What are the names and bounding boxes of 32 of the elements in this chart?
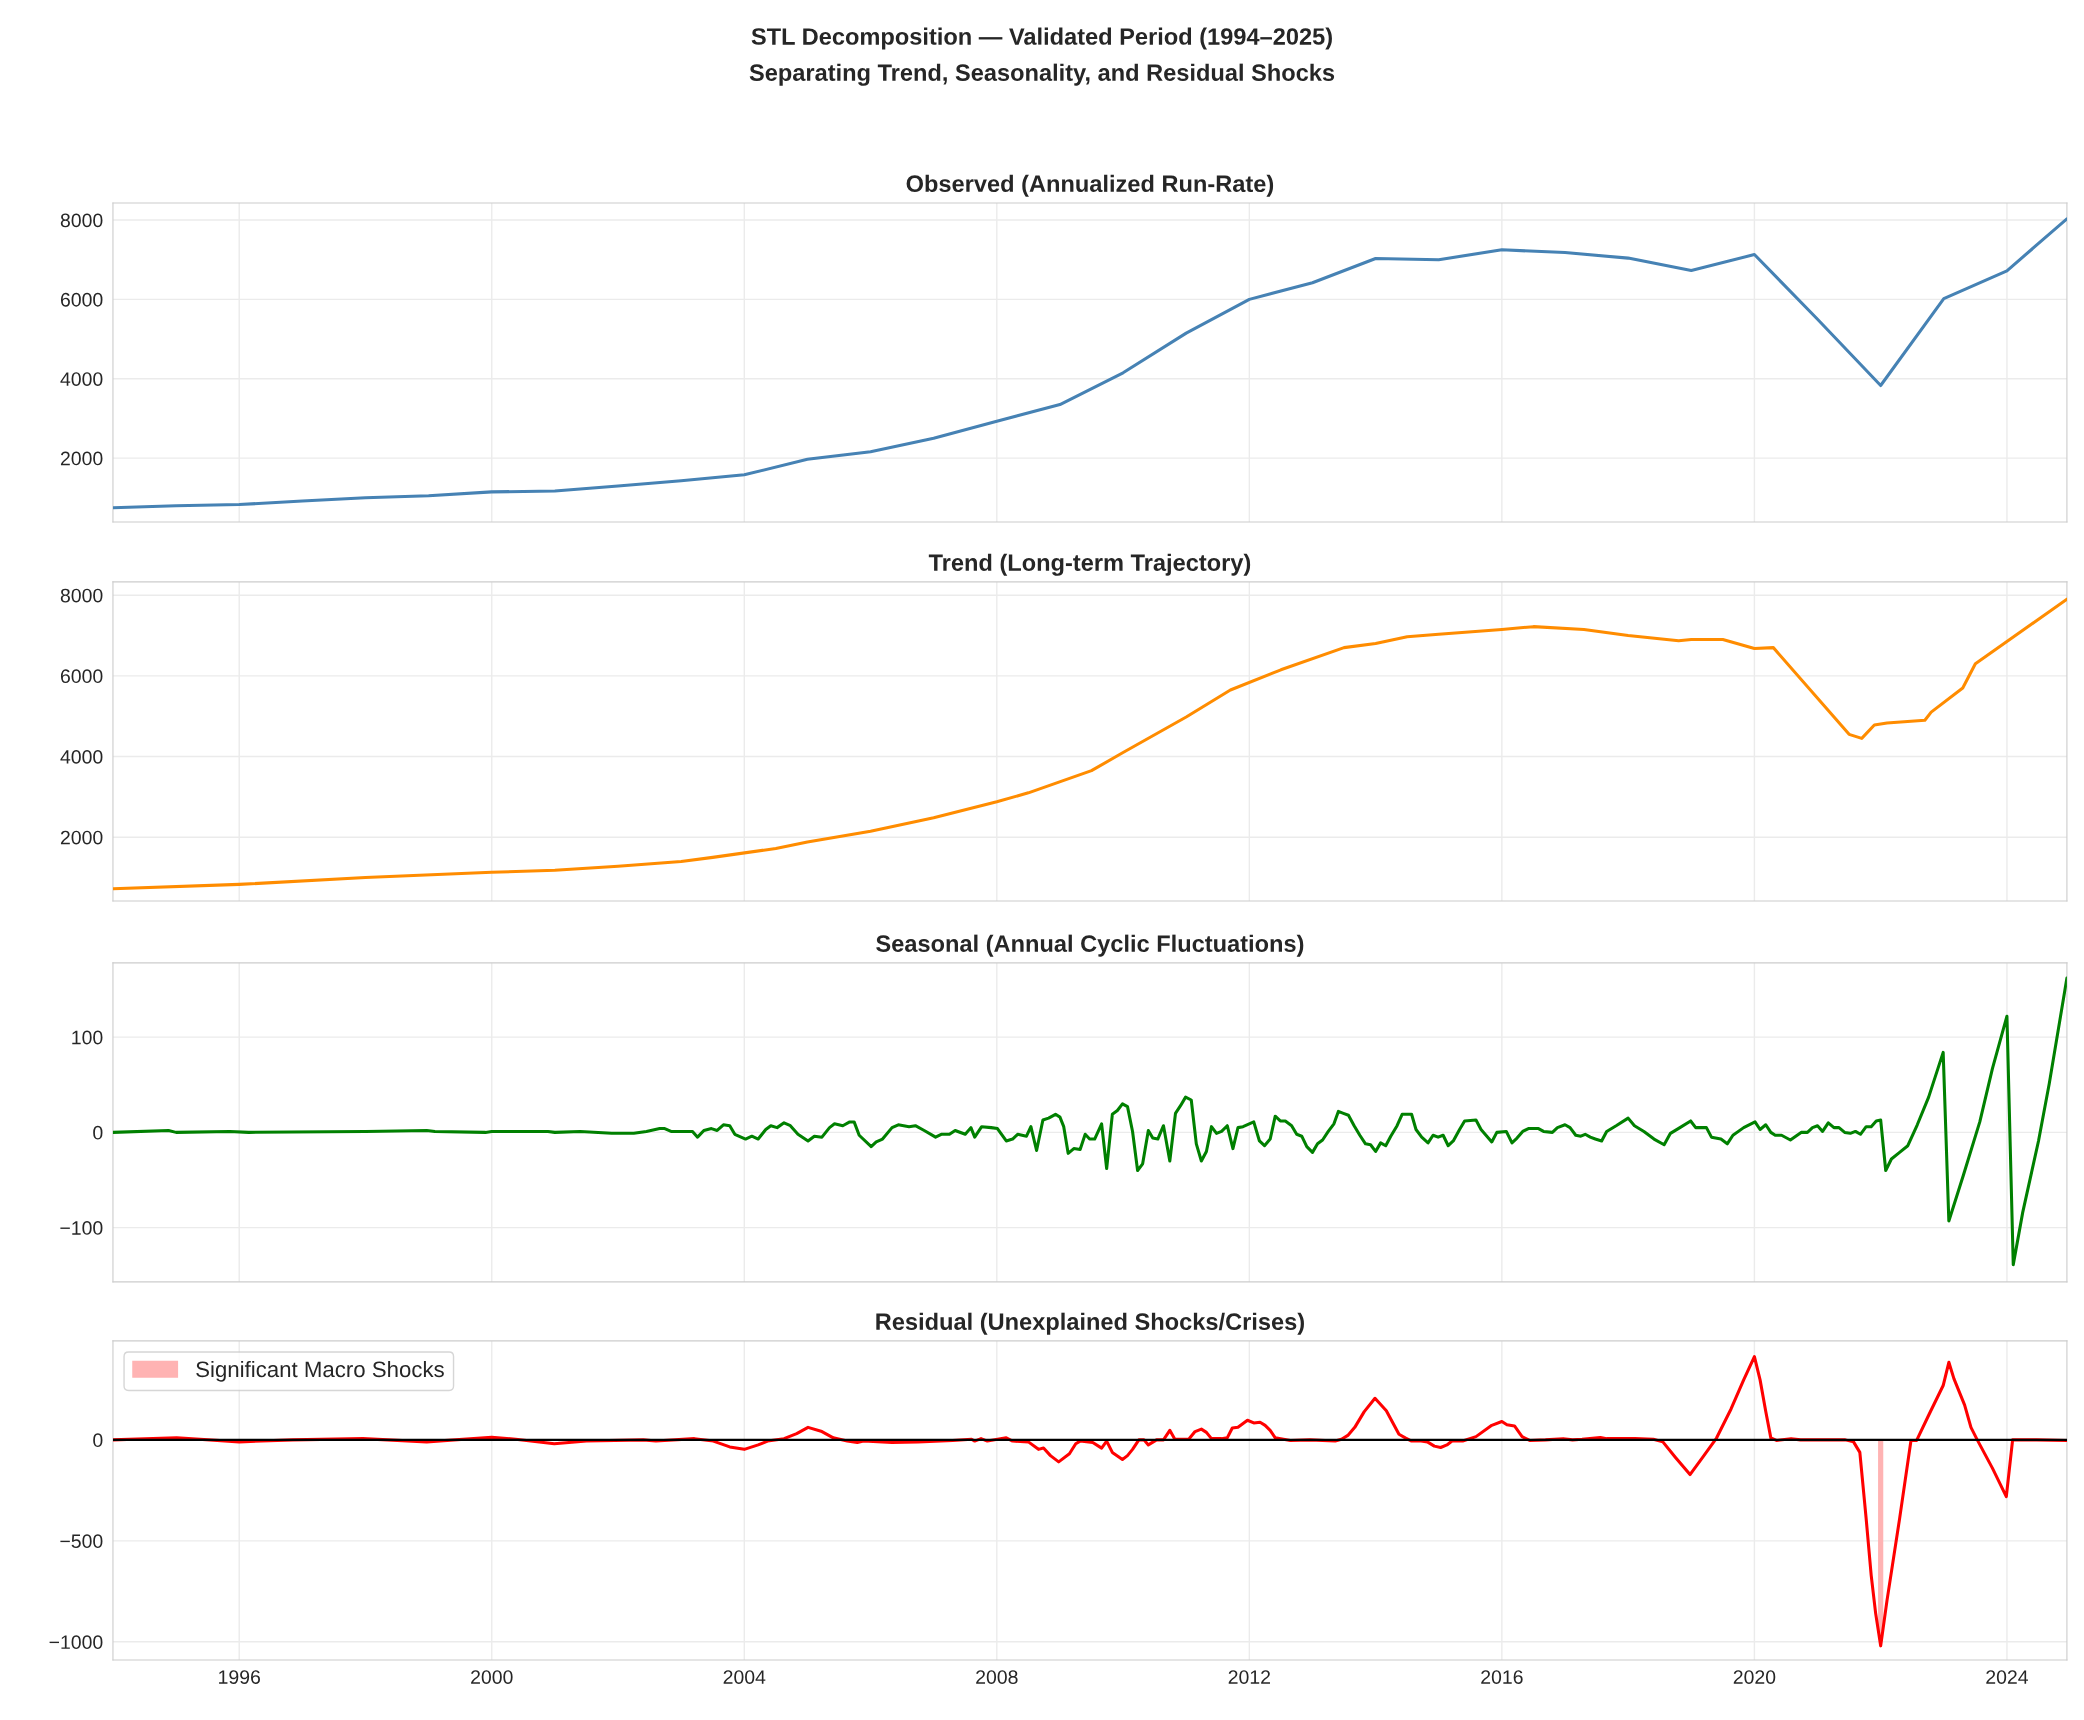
- text: STL Decomposition — Validated Period (1994–2025): [751, 27, 1332, 50]
- y-tick-label: 6000: [60, 669, 103, 684]
- x-tick-label: 2024: [1986, 1670, 2028, 1684]
- y-tick-label: 4000: [60, 372, 103, 386]
- x-tick-label: 2008: [976, 1670, 1018, 1684]
- y-tick-label: 2000: [60, 451, 103, 466]
- x-tick-label: 2016: [1481, 1670, 1523, 1684]
- chart-title: Observed (Annualized Run-Rate): [906, 174, 1274, 197]
- x-tick-label: 2004: [723, 1670, 766, 1684]
- x-tick-label: 2020: [1733, 1670, 1776, 1684]
- y-tick-label: −1000: [49, 1635, 103, 1650]
- y-tick-label: −500: [60, 1534, 103, 1549]
- text: Separating Trend, Seasonality, and Residual Shocks: [749, 63, 1335, 86]
- line-series: [112, 976, 2067, 1267]
- y-tick-label: 0: [93, 1433, 103, 1448]
- y-tick-label: 4000: [60, 750, 103, 764]
- chart-title: Trend (Long-term Trajectory): [928, 553, 1251, 576]
- y-tick-label: 2000: [60, 830, 103, 845]
- chart-title: Residual (Unexplained Shocks/Crises): [876, 1312, 1304, 1335]
- x-tick-label: 1996: [219, 1670, 260, 1684]
- y-tick-label: 0: [93, 1125, 103, 1140]
- chart-title: Seasonal (Annual Cyclic Fluctuations): [876, 934, 1304, 957]
- y-tick-label: 8000: [60, 588, 103, 603]
- y-tick-label: −100: [60, 1221, 103, 1235]
- x-tick-label: 2012: [1228, 1670, 1270, 1684]
- y-tick-label: 6000: [60, 292, 103, 307]
- legend-label: Significant Macro Shocks: [196, 1360, 444, 1382]
- line-series: [112, 597, 2067, 891]
- y-tick-label: 8000: [60, 213, 103, 228]
- y-tick-label: 100: [72, 1030, 103, 1045]
- x-tick-label: 2000: [471, 1670, 513, 1684]
- line-series: [112, 217, 2067, 510]
